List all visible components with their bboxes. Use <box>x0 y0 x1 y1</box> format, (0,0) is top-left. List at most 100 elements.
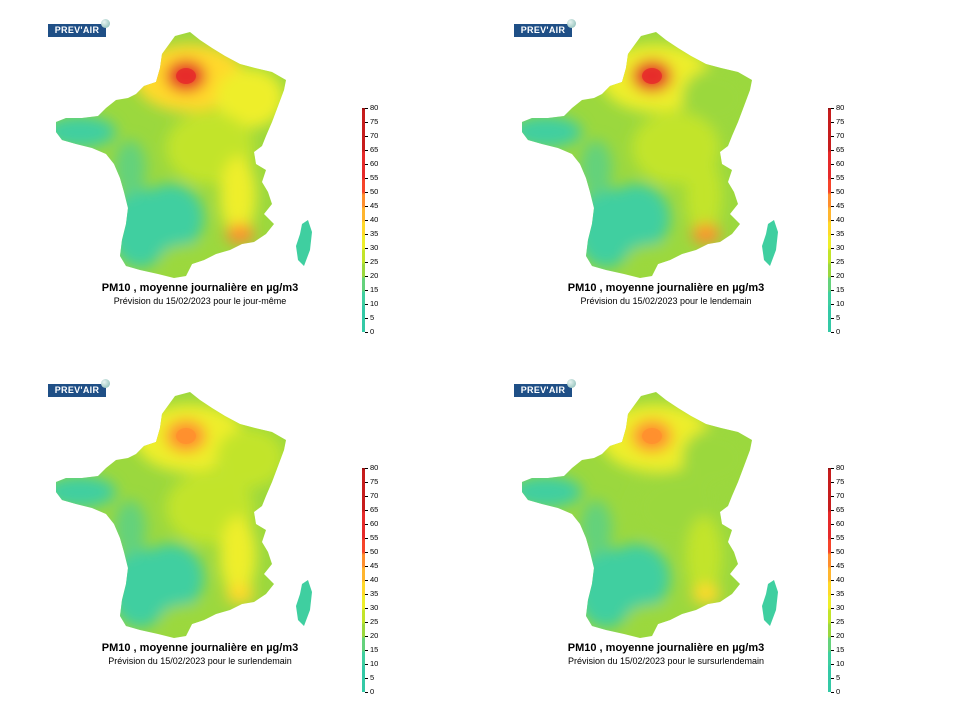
pollution-zone <box>682 428 750 488</box>
legend-tick <box>831 136 834 137</box>
pollution-zone <box>56 476 116 508</box>
legend-tick <box>831 636 834 637</box>
pollution-zone <box>136 184 204 252</box>
color-legend: 80 75 70 65 60 55 50 45 40 35 30 25 20 15 10 5 0 <box>828 104 868 336</box>
legend-tick-label: 45 <box>836 201 845 210</box>
legend-tick <box>365 552 368 553</box>
legend-tick <box>365 608 368 609</box>
map-panel-lendemain: PREV'AIR PM10 , moyenne journalière en µ… <box>466 0 931 345</box>
map-subtitle: Prévision du 15/02/2023 pour le surlende… <box>108 656 292 666</box>
legend-tick <box>831 262 834 263</box>
legend-tick <box>831 580 834 581</box>
pollution-zone <box>160 604 220 632</box>
legend-tick-label: 70 <box>836 491 845 500</box>
legend-tick <box>831 664 834 665</box>
legend-tick-label: 10 <box>836 659 845 668</box>
legend-tick <box>831 220 834 221</box>
legend-tick-label: 10 <box>370 299 379 308</box>
pollution-zone <box>220 516 256 596</box>
legend-tick <box>365 468 368 469</box>
corsica <box>296 220 312 266</box>
legend-tick-label: 55 <box>370 173 379 182</box>
legend-tick-label: 60 <box>370 519 379 528</box>
legend-tick-label: 25 <box>370 617 379 626</box>
legend-tick <box>831 150 834 151</box>
pollution-zone <box>220 156 256 236</box>
legend-tick-label: 10 <box>836 299 845 308</box>
map-panel-sursurlendemain: PREV'AIR PM10 , moyenne journalière en µ… <box>466 360 931 705</box>
pollution-zone <box>114 500 146 556</box>
legend-tick <box>365 482 368 483</box>
legend-tick-label: 55 <box>836 533 845 542</box>
legend-tick-label: 35 <box>370 589 379 598</box>
legend-tick-label: 30 <box>836 603 845 612</box>
legend-tick-label: 15 <box>370 285 379 294</box>
legend-tick <box>831 192 834 193</box>
legend-tick-label: 40 <box>370 575 379 584</box>
legend-tick <box>365 192 368 193</box>
color-legend: 80 75 70 65 60 55 50 45 40 35 30 25 20 15 10 5 0 <box>828 464 868 696</box>
legend-tick <box>831 178 834 179</box>
legend-tick <box>365 108 368 109</box>
legend-tick-label: 60 <box>370 159 379 168</box>
france-pm10-map <box>56 392 312 638</box>
legend-tick <box>365 220 368 221</box>
pollution-zone <box>580 500 612 556</box>
legend-tick <box>365 234 368 235</box>
legend-tick <box>365 594 368 595</box>
pollution-zone <box>686 156 722 236</box>
pollution-zone <box>522 476 582 508</box>
map-subtitle: Prévision du 15/02/2023 pour le sursurle… <box>567 656 765 666</box>
legend-tick <box>831 482 834 483</box>
legend-tick-label: 5 <box>836 313 841 322</box>
pollution-zone <box>602 184 670 252</box>
corsica <box>762 580 778 626</box>
map-panel-surlendemain: PREV'AIR PM10 , moyenne journalière en µ… <box>0 360 465 705</box>
legend-tick-label: 40 <box>836 575 845 584</box>
legend-tick-label: 50 <box>836 547 845 556</box>
legend-tick-label: 75 <box>370 477 379 486</box>
pollution-zone <box>216 428 284 488</box>
prevair-logo: PREV'AIR <box>514 379 576 397</box>
legend-tick <box>831 622 834 623</box>
pollution-zone <box>602 544 670 612</box>
corsica <box>296 580 312 626</box>
legend-tick-label: 30 <box>370 603 379 612</box>
legend-tick <box>365 650 368 651</box>
legend-tick <box>831 108 834 109</box>
legend-tick <box>365 164 368 165</box>
legend-tick-label: 80 <box>370 463 379 472</box>
legend-tick-label: 0 <box>836 687 841 696</box>
legend-tick <box>831 594 834 595</box>
legend-tick <box>365 692 368 693</box>
pollution-zone <box>226 584 254 604</box>
pollution-zone <box>226 224 254 244</box>
legend-tick-label: 65 <box>836 145 845 154</box>
hotspot-core <box>176 428 196 444</box>
hotspot-core <box>642 68 662 84</box>
legend-tick-label: 20 <box>836 271 845 280</box>
legend-tick <box>365 332 368 333</box>
legend-tick <box>365 122 368 123</box>
pollution-zone <box>114 140 146 196</box>
legend-tick-label: 50 <box>370 187 379 196</box>
legend-tick <box>831 650 834 651</box>
legend-tick <box>365 538 368 539</box>
legend-color-bar <box>828 468 831 692</box>
legend-tick-label: 65 <box>370 145 379 154</box>
legend-tick-label: 40 <box>836 215 845 224</box>
legend-tick-label: 20 <box>370 631 379 640</box>
legend-tick-label: 5 <box>836 673 841 682</box>
legend-tick <box>831 248 834 249</box>
pollution-zone <box>522 116 582 148</box>
legend-tick-label: 35 <box>370 229 379 238</box>
legend-tick <box>831 304 834 305</box>
legend-tick <box>831 468 834 469</box>
legend-tick <box>831 678 834 679</box>
legend-tick <box>831 122 834 123</box>
legend-tick-label: 70 <box>836 131 845 140</box>
legend-tick-label: 60 <box>836 519 845 528</box>
legend-color-bar <box>362 108 365 332</box>
legend-tick-label: 75 <box>370 117 379 126</box>
legend-tick-label: 30 <box>370 243 379 252</box>
